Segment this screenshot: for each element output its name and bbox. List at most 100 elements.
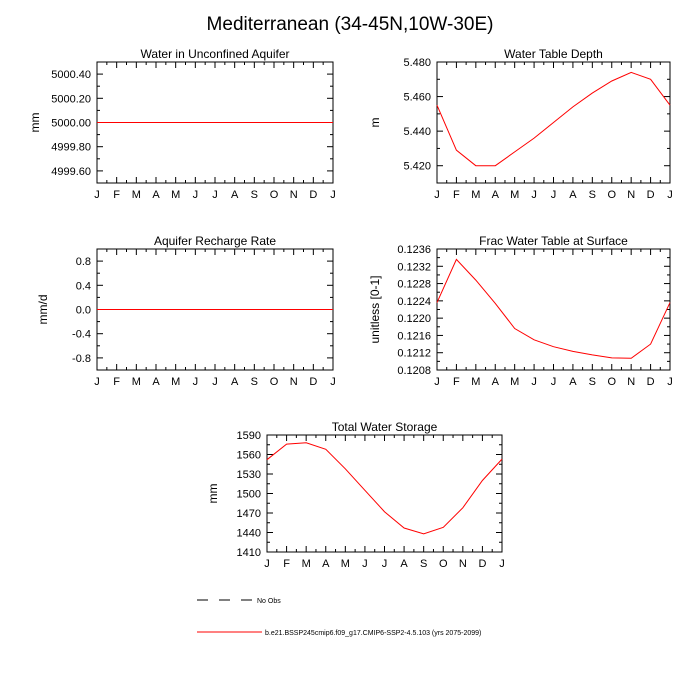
x-tick-label: F [453,189,460,201]
x-tick-label: A [569,376,577,388]
x-tick-label: M [341,558,350,570]
y-tick-label: 5000.00 [51,118,91,130]
x-tick-label: S [420,558,427,570]
x-tick-label: S [251,376,258,388]
y-tick-label: 1410 [237,547,261,559]
x-tick-label: F [453,376,460,388]
y-tick-label: 0.4 [76,280,91,292]
x-tick-label: J [434,376,440,388]
x-tick-label: O [270,189,279,201]
y-axis-label: mm [28,113,42,133]
x-tick-label: N [459,558,467,570]
y-tick-label: 1440 [237,528,261,540]
y-tick-label: 5000.20 [51,93,91,105]
legend-no-obs-label: No Obs [257,598,281,605]
y-tick-label: 5.420 [403,161,431,173]
x-tick-label: D [647,376,655,388]
x-tick-label: M [471,376,480,388]
x-tick-label: M [132,376,141,388]
x-tick-label: A [231,189,239,201]
x-tick-label: O [270,376,279,388]
x-tick-label: F [113,189,120,201]
chart-title: Frac Water Table at Surface [479,234,628,248]
x-tick-label: F [113,376,120,388]
x-tick-label: A [152,189,160,201]
y-axis-label: m [368,118,382,128]
x-tick-label: O [607,189,616,201]
y-tick-label: 0.1232 [397,261,431,273]
x-tick-label: M [510,376,519,388]
x-tick-label: J [667,376,673,388]
x-tick-label: D [309,376,317,388]
x-tick-label: J [382,558,388,570]
plot-frame [266,434,503,553]
chart-title: Water Table Depth [504,47,603,61]
y-tick-label: 0.0 [76,305,91,317]
x-tick-label: A [400,558,408,570]
x-tick-label: N [290,376,298,388]
y-tick-label: 4999.80 [51,142,91,154]
x-tick-label: A [569,189,577,201]
x-tick-label: N [627,189,635,201]
plot-frame [436,248,671,371]
x-tick-label: J [94,376,100,388]
y-tick-label: 4999.60 [51,166,91,178]
series-line [266,442,503,535]
y-tick-label: 0.1220 [397,313,431,325]
x-tick-label: S [251,189,258,201]
x-tick-label: J [193,376,199,388]
y-tick-label: 5.460 [403,92,431,104]
x-tick-label: J [94,189,100,201]
x-tick-label: M [510,189,519,201]
x-tick-label: O [439,558,448,570]
x-tick-label: S [589,376,596,388]
series-line [436,71,671,167]
x-tick-label: D [647,189,655,201]
x-tick-label: J [551,189,557,201]
x-tick-label: J [212,376,218,388]
x-tick-label: F [283,558,290,570]
y-tick-label: 5.480 [403,57,431,69]
x-tick-label: M [471,189,480,201]
x-tick-label: M [302,558,311,570]
y-tick-label: 5000.40 [51,69,91,81]
y-axis-label: mm/d [36,295,50,325]
x-tick-label: J [499,558,505,570]
y-tick-label: 0.1224 [397,296,431,308]
y-tick-label: 1530 [237,469,261,481]
y-tick-label: -0.8 [72,353,91,365]
y-axis-label: unitless [0-1] [368,275,382,343]
chart-title: Aquifer Recharge Rate [154,234,276,248]
series-line [436,258,671,359]
y-axis-label: mm [206,484,220,504]
y-tick-label: 0.8 [76,256,91,268]
legend-model-label: b.e21.BSSP245cmip6.f09_g17.CMIP6-SSP2-4.… [265,630,481,637]
x-tick-label: M [132,189,141,201]
x-tick-label: M [171,376,180,388]
x-tick-label: J [362,558,368,570]
x-tick-label: O [607,376,616,388]
x-tick-label: N [290,189,298,201]
y-tick-label: 1500 [237,489,261,501]
chart-title: Total Water Storage [332,420,438,434]
y-tick-label: 5.440 [403,126,431,138]
x-tick-label: N [627,376,635,388]
y-tick-label: 0.1236 [397,244,431,256]
x-tick-label: A [152,376,160,388]
x-tick-label: A [492,376,500,388]
x-tick-label: A [231,376,239,388]
y-tick-label: 0.1212 [397,348,431,360]
x-tick-label: J [434,189,440,201]
x-tick-label: D [309,189,317,201]
y-tick-label: 0.1228 [397,279,431,291]
y-tick-label: 1560 [237,450,261,462]
x-tick-label: A [322,558,330,570]
x-tick-label: M [171,189,180,201]
x-tick-label: J [667,189,673,201]
x-tick-label: J [531,376,537,388]
